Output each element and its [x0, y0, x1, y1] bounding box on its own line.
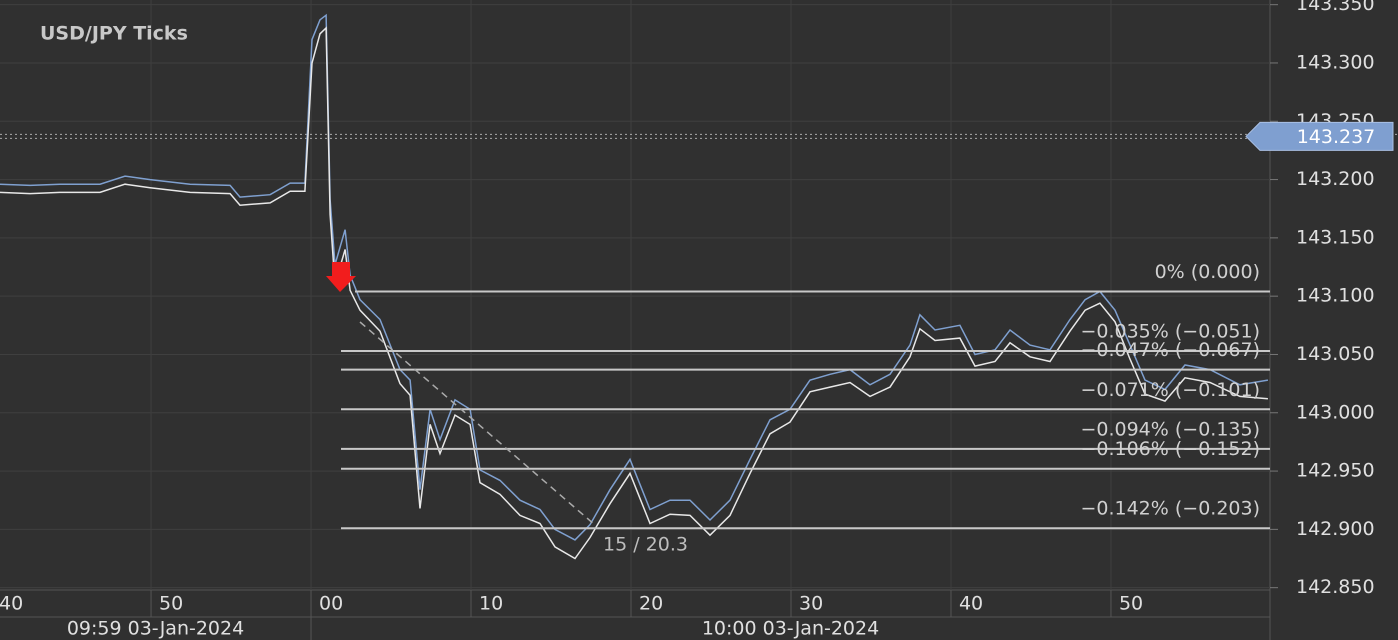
y-tick-label: 143.350	[1296, 0, 1375, 15]
x-group-label: 10:00 03-Jan-2024	[702, 618, 879, 640]
plot: 0% (0.000) −0.035% (−0.051)−0.047% (−0.06…	[0, 13, 1270, 560]
level-label: −0.142% (−0.203)	[1080, 498, 1260, 520]
level-label: −0.035% (−0.051)	[1080, 320, 1260, 342]
y-tick-label: 143.300	[1296, 51, 1375, 73]
measure-label: 15 / 20.3	[603, 534, 688, 556]
y-tick-label: 142.850	[1296, 576, 1375, 598]
x-tick-label: 10	[479, 593, 503, 615]
level-label: −0.071% (−0.101)	[1080, 379, 1260, 401]
level-label: −0.106% (−0.152)	[1080, 438, 1260, 460]
last-price-label: 143.237	[1297, 126, 1376, 148]
level-label: 0% (0.000)	[1155, 261, 1260, 283]
grid	[0, 0, 1270, 590]
y-tick-label: 143.050	[1296, 343, 1375, 365]
x-tick-label: 30	[799, 593, 823, 615]
x-tick-label: 50	[159, 593, 183, 615]
x-tick-label: 40	[959, 593, 983, 615]
price-line	[0, 13, 1269, 541]
y-tick-label: 142.900	[1296, 518, 1375, 540]
x-tick-label: 00	[319, 593, 343, 615]
level-label: −0.094% (−0.135)	[1080, 418, 1260, 440]
y-tick-label: 142.950	[1296, 460, 1375, 482]
y-tick-label: 143.100	[1296, 285, 1375, 307]
y-axis-panel	[1270, 0, 1398, 590]
x-group-label: 09:59 03-Jan-2024	[67, 618, 244, 640]
y-tick-label: 143.000	[1296, 401, 1375, 423]
measure-line	[359, 321, 596, 526]
x-tick-label: 20	[639, 593, 663, 615]
chart-title: USD/JPY Ticks	[40, 23, 188, 45]
level-label: −0.047% (−0.067)	[1080, 339, 1260, 361]
x-tick-label: 40	[0, 593, 23, 615]
y-tick-label: 143.150	[1296, 226, 1375, 248]
y-tick-label: 143.200	[1296, 168, 1375, 190]
event-arrow	[326, 262, 356, 292]
x-tick-label: 50	[1119, 593, 1143, 615]
last-price-tag	[1245, 121, 1394, 151]
price-line	[0, 26, 1268, 560]
